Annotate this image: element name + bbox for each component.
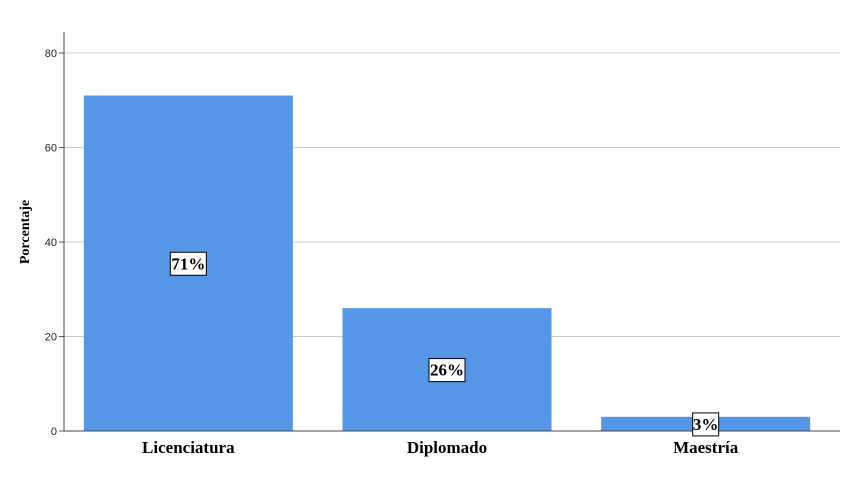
data-label-box	[169, 251, 207, 276]
data-labels: 71% 26% 3%	[169, 251, 720, 437]
data-label-box	[692, 412, 720, 437]
y-tick-label: 0	[51, 426, 57, 438]
x-tick-label: Maestría	[673, 438, 739, 457]
data-label: 71%	[169, 251, 207, 276]
x-tick-labels: Licenciatura Diplomado Maestría	[142, 438, 739, 457]
y-tick-label: 80	[45, 48, 57, 60]
data-label: 3%	[692, 412, 720, 437]
data-label-text: 3%	[693, 415, 719, 434]
y-tick-label: 40	[45, 237, 57, 249]
x-tick-label: Licenciatura	[142, 438, 235, 457]
y-axis-title: Porcentaje	[18, 200, 33, 264]
data-label: 26%	[428, 358, 466, 383]
y-tick-label: 60	[45, 143, 57, 155]
y-tick-labels: 0 20 40 60 80	[45, 48, 64, 438]
y-tick-label: 20	[45, 332, 57, 344]
data-label-text: 71%	[171, 254, 205, 273]
x-tick-label: Diplomado	[407, 438, 487, 457]
data-label-text: 26%	[430, 361, 464, 380]
data-label-box	[428, 358, 466, 383]
